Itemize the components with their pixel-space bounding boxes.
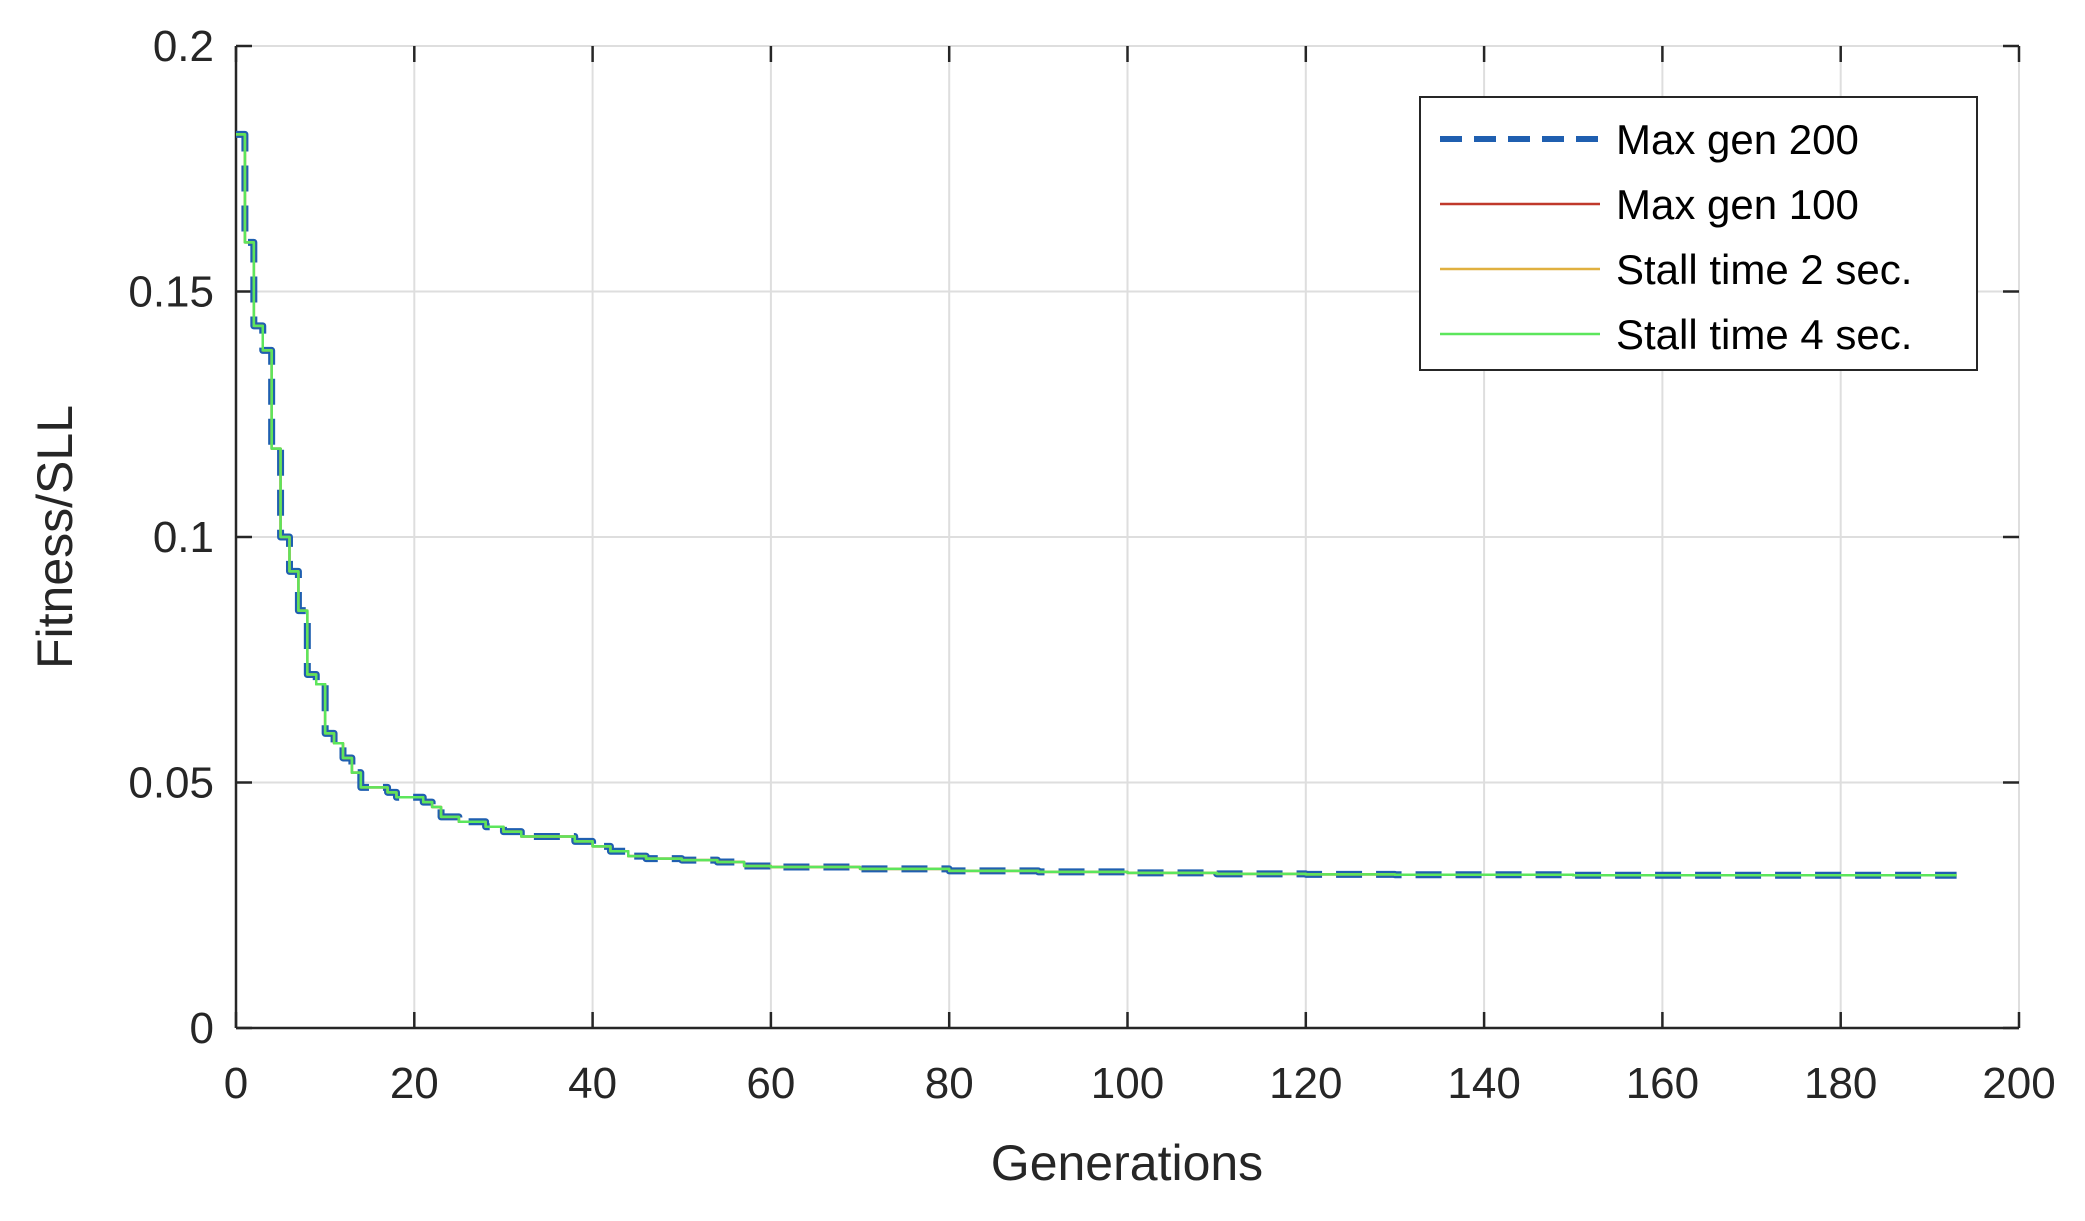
x-tick-label: 100 xyxy=(1091,1059,1164,1108)
x-tick-label: 120 xyxy=(1269,1059,1342,1108)
x-tick-label: 160 xyxy=(1626,1059,1699,1108)
legend-label-4: Stall time 4 sec. xyxy=(1616,311,1912,358)
y-tick-label: 0.05 xyxy=(128,759,214,808)
x-tick-label: 20 xyxy=(390,1059,439,1108)
y-tick-label: 0.15 xyxy=(128,268,214,317)
y-tick-label: 0.2 xyxy=(153,22,214,71)
y-axis-label: Fitness/SLL xyxy=(27,405,83,669)
x-axis-label: Generations xyxy=(991,1135,1263,1191)
x-tick-label: 180 xyxy=(1804,1059,1877,1108)
x-tick-label: 200 xyxy=(1982,1059,2055,1108)
legend-label-3: Stall time 2 sec. xyxy=(1616,246,1912,293)
series-line-4 xyxy=(236,133,1957,877)
series-group xyxy=(236,130,1957,879)
y-tick-label: 0.1 xyxy=(153,513,214,562)
legend-label-1: Max gen 200 xyxy=(1616,116,1859,163)
legend-box xyxy=(1419,96,1978,371)
ticks: 0 20 40 60 80 100 120 140 160 180 200 0 0.05 0.1 0.15 0… xyxy=(128,22,2055,1108)
legend: Max gen 200 Max gen 100 Stall time 2 sec. S… xyxy=(1419,96,1978,371)
y-tick-label: 0 xyxy=(190,1004,214,1053)
x-tick-label: 0 xyxy=(224,1059,248,1108)
legend-label-2: Max gen 100 xyxy=(1616,181,1859,228)
x-tick-label: 140 xyxy=(1447,1059,1520,1108)
x-tick-label: 60 xyxy=(746,1059,795,1108)
x-tick-label: 80 xyxy=(925,1059,974,1108)
x-tick-label: 40 xyxy=(568,1059,617,1108)
